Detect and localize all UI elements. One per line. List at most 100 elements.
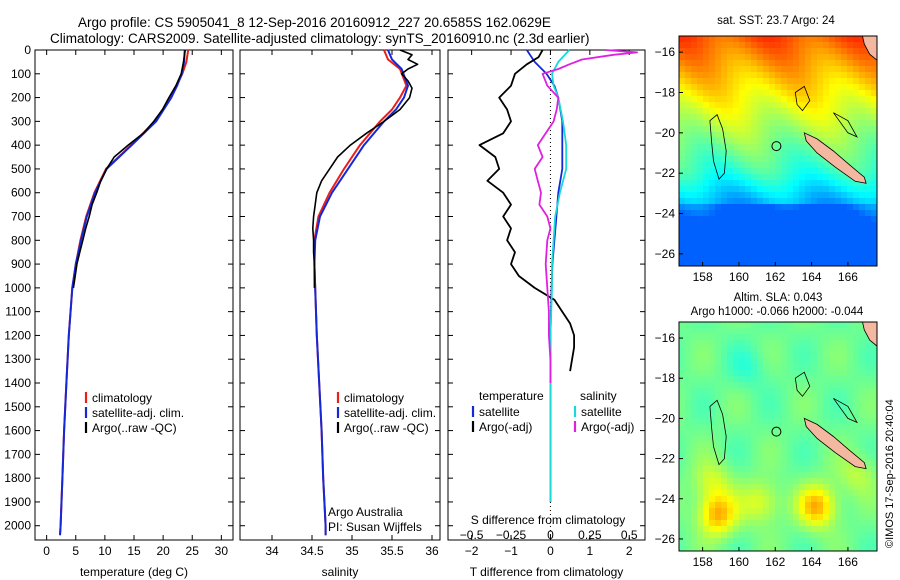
field-cell: [829, 460, 836, 467]
x-axis-label: temperature (deg C): [80, 565, 188, 579]
field-cell: [775, 264, 782, 267]
field-cell: [769, 36, 776, 43]
field-cell: [709, 66, 716, 73]
field-cell: [715, 168, 722, 175]
field-cell: [703, 400, 710, 407]
field-cell: [805, 520, 812, 527]
field-cell: [679, 484, 686, 491]
field-cell: [793, 466, 800, 473]
field-cell: [775, 180, 782, 187]
field-cell: [751, 436, 758, 443]
field-cell: [739, 352, 746, 359]
field-cell: [859, 156, 866, 163]
field-cell: [841, 252, 848, 259]
field-cell: [763, 340, 770, 347]
field-cell: [853, 72, 860, 79]
field-cell: [811, 210, 818, 217]
field-cell: [769, 448, 776, 455]
field-cell: [685, 240, 692, 247]
field-cell: [763, 174, 770, 181]
field-cell: [763, 84, 770, 91]
field-cell: [739, 322, 746, 329]
field-cell: [739, 96, 746, 103]
field-cell: [811, 370, 818, 377]
field-cell: [853, 156, 860, 163]
field-cell: [829, 108, 836, 115]
field-cell: [787, 340, 794, 347]
field-cell: [709, 216, 716, 223]
field-cell: [745, 478, 752, 485]
field-cell: [757, 198, 764, 205]
field-cell: [787, 448, 794, 455]
field-cell: [829, 84, 836, 91]
field-cell: [793, 84, 800, 91]
field-cell: [859, 472, 866, 479]
field-cell: [679, 66, 686, 73]
field-cell: [685, 156, 692, 163]
field-cell: [739, 490, 746, 497]
field-cell: [763, 234, 770, 241]
field-cell: [751, 96, 758, 103]
legend-item: Argo(..raw -QC): [344, 421, 429, 435]
field-cell: [721, 442, 728, 449]
field-cell: [733, 144, 740, 151]
field-cell: [697, 364, 704, 371]
field-cell: [715, 430, 722, 437]
field-cell: [847, 334, 854, 341]
field-cell: [817, 186, 824, 193]
field-cell: [775, 198, 782, 205]
field-cell: [823, 228, 830, 235]
field-cell: [721, 388, 728, 395]
field-cell: [757, 84, 764, 91]
field-cell: [811, 48, 818, 55]
field-cell: [709, 406, 716, 413]
field-cell: [691, 48, 698, 55]
field-cell: [823, 508, 830, 515]
field-cell: [685, 538, 692, 545]
field-cell: [835, 472, 842, 479]
field-cell: [835, 436, 842, 443]
field-cell: [805, 544, 812, 551]
field-cell: [691, 340, 698, 347]
y-tick-label: 1900: [4, 495, 31, 509]
field-cell: [829, 54, 836, 61]
field-cell: [871, 234, 878, 241]
field-cell: [697, 108, 704, 115]
field-cell: [787, 394, 794, 401]
field-cell: [727, 388, 734, 395]
field-cell: [697, 42, 704, 49]
field-cell: [715, 246, 722, 253]
field-cell: [733, 234, 740, 241]
field-cell: [751, 394, 758, 401]
field-cell: [787, 72, 794, 79]
field-cell: [697, 258, 704, 265]
field-cell: [835, 346, 842, 353]
field-cell: [757, 424, 764, 431]
field-cell: [775, 496, 782, 503]
field-cell: [715, 150, 722, 157]
field-cell: [775, 340, 782, 347]
field-cell: [799, 370, 806, 377]
field-cell: [847, 72, 854, 79]
field-cell: [799, 84, 806, 91]
field-cell: [811, 496, 818, 503]
field-cell: [847, 376, 854, 383]
field-cell: [841, 78, 848, 85]
field-cell: [829, 466, 836, 473]
field-cell: [775, 192, 782, 199]
field-cell: [709, 412, 716, 419]
field-cell: [739, 376, 746, 383]
field-cell: [835, 102, 842, 109]
field-cell: [679, 460, 686, 467]
field-cell: [781, 418, 788, 425]
field-cell: [841, 364, 848, 371]
field-cell: [679, 394, 686, 401]
field-cell: [703, 532, 710, 539]
field-cell: [781, 412, 788, 419]
field-cell: [805, 340, 812, 347]
field-cell: [685, 496, 692, 503]
field-cell: [871, 532, 878, 539]
field-cell: [763, 108, 770, 115]
field-cell: [865, 442, 872, 449]
